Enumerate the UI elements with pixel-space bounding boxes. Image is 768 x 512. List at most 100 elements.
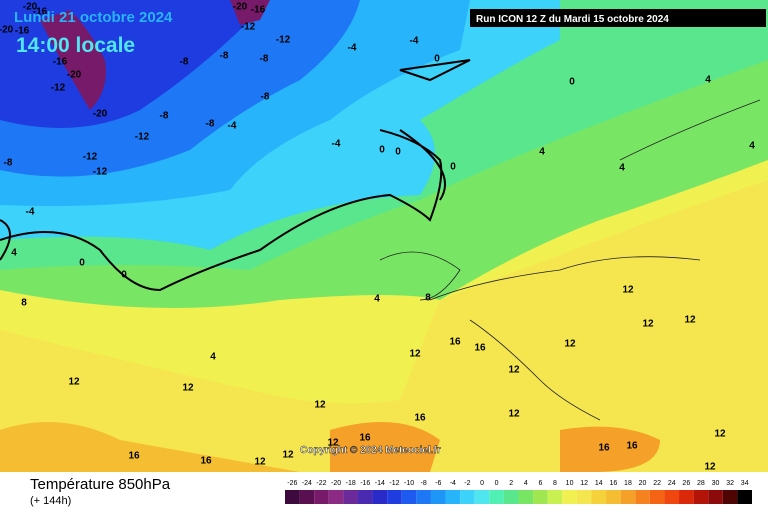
- scale-swatch: [357, 490, 373, 504]
- copyright: Copyright © 2024 Meteociel.fr: [300, 445, 441, 456]
- scale-label: 2: [509, 480, 513, 487]
- scale-label: -16: [360, 480, 370, 487]
- scale-label: 32: [726, 480, 734, 487]
- scale-label: 26: [682, 480, 690, 487]
- scale-label: 0: [480, 480, 484, 487]
- contour-label: 12: [684, 315, 696, 326]
- contour-label: -12: [276, 35, 291, 46]
- contour-label: 4: [210, 352, 216, 363]
- scale-swatch: [299, 490, 315, 504]
- scale-label: -24: [302, 480, 312, 487]
- contour-label: 12: [508, 365, 520, 376]
- contour-label: 16: [200, 456, 212, 467]
- contour-label: -16: [15, 26, 30, 37]
- scale-swatch: [503, 490, 519, 504]
- contour-label: 0: [434, 54, 440, 65]
- contour-label: -8: [180, 57, 189, 68]
- scale-swatch: [620, 490, 636, 504]
- contour-label: 12: [714, 429, 726, 440]
- scale-swatch: [606, 490, 621, 504]
- scale-label: -14: [375, 480, 385, 487]
- contour-label: 12: [508, 409, 520, 420]
- contour-label: 0: [395, 147, 401, 158]
- scale-label: -26: [287, 480, 297, 487]
- scale-swatch: [430, 490, 446, 504]
- scale-label: 0: [495, 480, 499, 487]
- scale-label: 18: [624, 480, 632, 487]
- scale-swatch: [518, 490, 534, 504]
- scale-label: 22: [653, 480, 661, 487]
- scale-label: -8: [421, 480, 427, 487]
- contour-label: -12: [51, 83, 66, 94]
- contour-labels: -20-16 -20 -16-12-12-20 -16-8 -8-8-4-400 4-16…: [0, 2, 755, 473]
- contour-label: 4: [11, 248, 17, 259]
- scale-label: -12: [389, 480, 399, 487]
- valid-date: Lundi 21 octobre 2024: [14, 9, 173, 26]
- contour-label: 0: [79, 258, 85, 269]
- contour-label: 16: [474, 343, 486, 354]
- contour-label: -4: [228, 121, 237, 132]
- contour-label: 4: [619, 163, 625, 174]
- run-box: [470, 9, 766, 27]
- scale-label: 12: [580, 480, 588, 487]
- scale-label: 16: [609, 480, 617, 487]
- map-background: [0, 0, 768, 472]
- scale-swatch: [533, 490, 548, 504]
- scale-swatch: [591, 490, 607, 504]
- contour-label: 12: [409, 349, 421, 360]
- scale-label: 8: [553, 480, 557, 487]
- contour-label: 12: [642, 319, 654, 330]
- scale-swatch: [460, 490, 475, 504]
- scale-label: 4: [524, 480, 528, 487]
- contour-label: 12: [254, 457, 266, 468]
- scale-label: -20: [331, 480, 341, 487]
- contour-label: -20: [23, 2, 38, 13]
- contour-label: -20: [67, 70, 82, 81]
- contour-label: -8: [220, 51, 229, 62]
- contour-label: 16: [414, 413, 426, 424]
- contour-label: 0: [379, 145, 385, 156]
- contour-label: 12: [704, 462, 716, 473]
- scale-label: -6: [435, 480, 441, 487]
- run-info: Run ICON 12 Z du Mardi 15 octobre 2024: [476, 14, 669, 25]
- scale-swatch: [314, 490, 329, 504]
- contour-label: -20: [233, 2, 248, 13]
- contour-label: -16: [53, 57, 68, 68]
- contour-label: 0: [121, 270, 127, 281]
- scale-swatch: [693, 490, 709, 504]
- contour-label: 4: [749, 141, 755, 152]
- contour-label: 12: [314, 400, 326, 411]
- contour-label: 4: [705, 75, 711, 86]
- scale-swatch: [372, 490, 388, 504]
- scale-label: 14: [595, 480, 603, 487]
- scale-swatch: [401, 490, 417, 504]
- scale-label: 20: [639, 480, 647, 487]
- scale-label: -18: [346, 480, 356, 487]
- contour-label: 16: [598, 443, 610, 454]
- contour-label: 16: [626, 441, 638, 452]
- scale-label: -4: [450, 480, 456, 487]
- scale-swatch: [562, 490, 577, 504]
- contour-label: -4: [348, 43, 357, 54]
- contour-label: 8: [21, 298, 27, 309]
- footer-title: Température 850hPa: [30, 476, 171, 493]
- scale-swatch: [328, 490, 344, 504]
- contour-label: -4: [410, 36, 419, 47]
- contour-label: 12: [182, 383, 194, 394]
- scale-label: 30: [712, 480, 720, 487]
- contour-label: 12: [327, 438, 339, 449]
- scale-label: 6: [538, 480, 542, 487]
- scale-swatch: [445, 490, 461, 504]
- contour-label: 12: [622, 285, 634, 296]
- scale-swatch: [679, 490, 694, 504]
- contour-label: -4: [332, 139, 341, 150]
- scale-swatch: [387, 490, 402, 504]
- contour-label: 16: [449, 337, 461, 348]
- contour-label: 16: [128, 451, 140, 462]
- contour-label: 0: [569, 77, 575, 88]
- scale-swatch: [416, 490, 431, 504]
- scale-label: -10: [404, 480, 414, 487]
- contour-label: -8: [261, 92, 270, 103]
- scale-swatch: [343, 490, 358, 504]
- contour-label: -12: [241, 22, 256, 33]
